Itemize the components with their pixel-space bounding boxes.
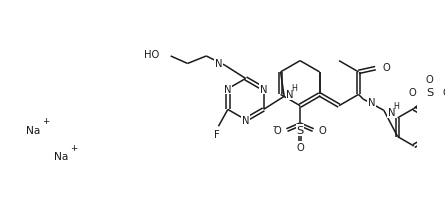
Text: N: N <box>260 84 267 94</box>
Text: H: H <box>393 102 399 111</box>
Text: O: O <box>274 125 281 135</box>
Text: -: - <box>273 121 277 131</box>
Text: O: O <box>409 87 417 97</box>
Text: Na: Na <box>26 125 40 135</box>
Text: H: H <box>291 84 298 93</box>
Text: F: F <box>214 129 219 139</box>
Text: S: S <box>296 125 303 135</box>
Text: O: O <box>443 87 445 97</box>
Text: N: N <box>215 59 222 69</box>
Text: N: N <box>286 90 294 100</box>
Text: O: O <box>296 142 304 152</box>
Text: O: O <box>383 63 391 73</box>
Text: S: S <box>426 87 433 97</box>
Text: Na: Na <box>54 152 69 161</box>
Text: N: N <box>242 115 250 125</box>
Text: N: N <box>368 97 376 107</box>
Text: +: + <box>70 143 77 152</box>
Text: O: O <box>426 75 434 85</box>
Text: HO: HO <box>144 50 159 60</box>
Text: +: + <box>42 117 49 126</box>
Text: O: O <box>319 125 327 135</box>
Text: N: N <box>388 108 395 118</box>
Text: N: N <box>224 84 231 94</box>
